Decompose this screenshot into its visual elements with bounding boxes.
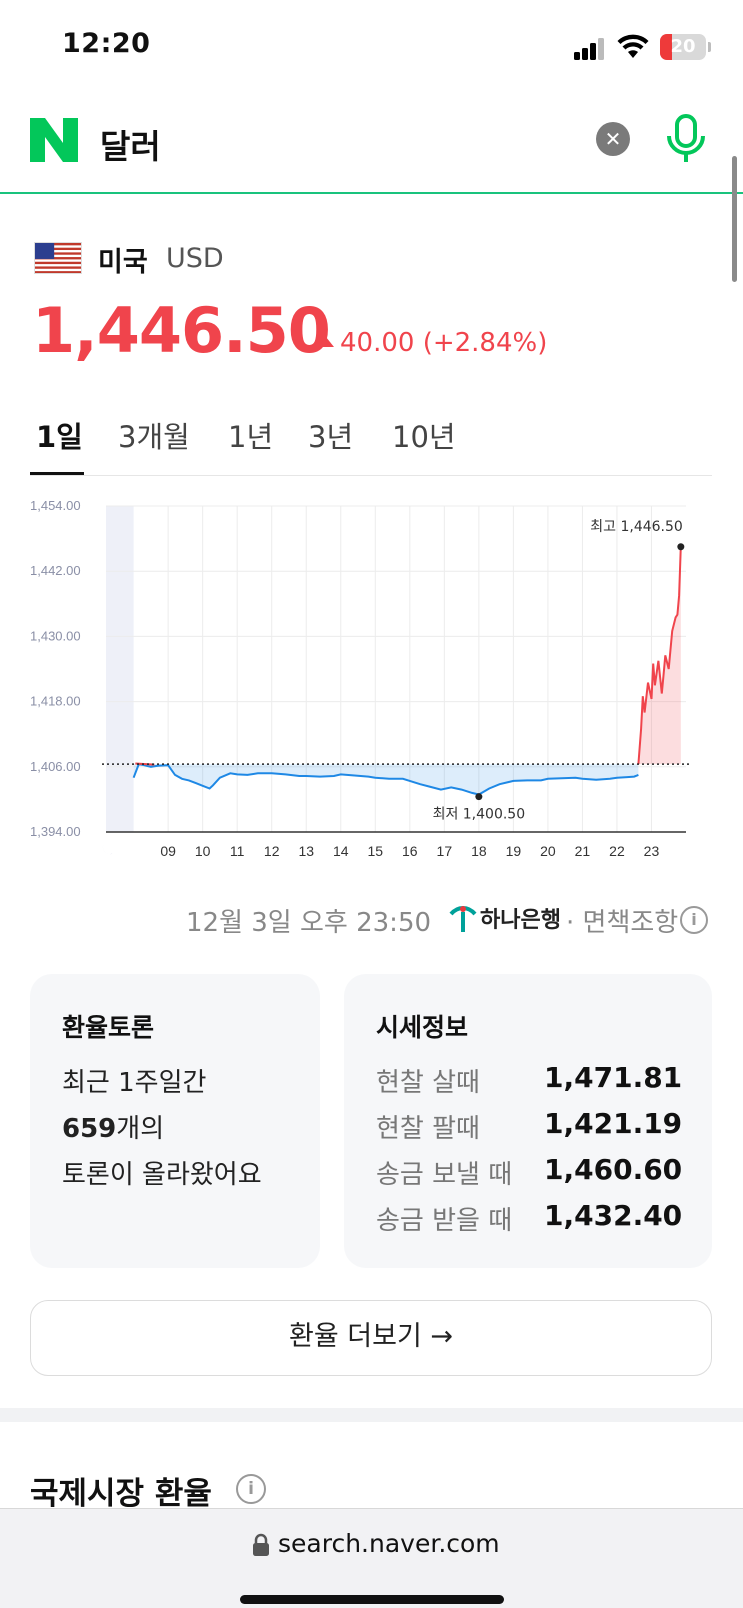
info-icon[interactable]: i: [680, 906, 708, 934]
battery-icon: 20: [660, 34, 706, 60]
status-time: 12:20: [62, 28, 151, 59]
forum-card[interactable]: 환율토론 최근 1주일간 659개의 토론이 올라왔어요: [30, 974, 320, 1268]
y-tick-label: 1,418.00: [30, 694, 81, 709]
quote-info-card: 시세정보 현찰 살때 1,471.81 현찰 팔때 1,421.19 송금 보낼…: [344, 974, 712, 1268]
x-tick-label: 23: [644, 843, 660, 859]
us-flag-icon: [34, 242, 82, 274]
lock-icon: [253, 1533, 269, 1556]
high-point: [677, 543, 685, 551]
chart-svg: 1,454.00 1,442.00 1,430.00 1,418.00 1,406.00…: [30, 498, 690, 859]
night-band: [106, 506, 134, 832]
x-tick-label: 09: [160, 843, 176, 859]
currency-code: USD: [166, 243, 224, 274]
x-tick-label: 22: [609, 843, 625, 859]
up-arrow-icon: [318, 337, 334, 347]
x-tick-label: 16: [402, 843, 418, 859]
rate-change: 40.00 (+2.84%): [318, 328, 547, 358]
y-tick-label: 1,430.00: [30, 628, 81, 643]
x-tick-label: 17: [437, 843, 453, 859]
x-tick-label: 13: [298, 843, 314, 859]
x-tick-label: 10: [195, 843, 211, 859]
browser-address-bar[interactable]: search.naver.com: [0, 1508, 743, 1608]
cellular-signal-icon: [574, 38, 606, 60]
tab-3months[interactable]: 3개월: [118, 420, 190, 454]
home-indicator: [240, 1595, 504, 1604]
y-tick-label: 1,394.00: [30, 824, 81, 839]
country-name: 미국: [98, 247, 148, 278]
wifi-icon: [617, 34, 649, 58]
exchange-rate-chart[interactable]: 1,454.00 1,442.00 1,430.00 1,418.00 1,406.00…: [30, 498, 720, 890]
x-tick-label: 11: [230, 843, 245, 859]
as-of-timestamp: 12월 3일 오후 23:50: [186, 908, 432, 938]
disclaimer-link[interactable]: · 면책조항: [566, 908, 679, 938]
y-tick-label: 1,454.00: [30, 498, 81, 513]
cash-buy-value: 1,471.81: [544, 1061, 683, 1094]
remit-receive-label: 송금 받을 때: [376, 1206, 513, 1236]
section-info-icon[interactable]: i: [236, 1474, 266, 1504]
naver-logo-icon[interactable]: [30, 118, 78, 162]
status-bar: 12:20 20: [0, 0, 743, 92]
x-tick-label: 18: [471, 843, 487, 859]
x-tick-label: 20: [540, 843, 556, 859]
active-tab-indicator: [30, 472, 84, 475]
x-tick-label: 12: [264, 843, 280, 859]
y-tick-label: 1,442.00: [30, 563, 81, 578]
clear-search-button[interactable]: ✕: [596, 122, 630, 156]
microphone-icon[interactable]: [664, 114, 708, 166]
period-tabs: 1일 3개월 1년 3년 10년: [30, 404, 712, 476]
forum-line-3: 토론이 올라왔어요: [62, 1160, 262, 1190]
source-bank: 하나은행: [480, 908, 561, 933]
x-tick-label: 21: [575, 843, 591, 859]
tab-1day[interactable]: 1일: [36, 420, 83, 454]
low-label: 최저 1,400.50: [433, 807, 526, 823]
search-input[interactable]: 달러: [100, 127, 161, 166]
forum-count: 659: [62, 1114, 117, 1144]
high-label: 최고 1,446.50: [590, 519, 683, 535]
rate-change-value: 40.00 (+2.84%): [340, 328, 548, 358]
forum-line-1: 최근 1주일간: [62, 1068, 207, 1098]
series-area: [133, 764, 639, 795]
forum-count-suffix: 개의: [116, 1114, 165, 1144]
url-text[interactable]: search.naver.com: [278, 1529, 500, 1558]
scrollbar[interactable]: [732, 156, 737, 282]
y-tick-label: 1,406.00: [30, 759, 81, 774]
tab-10years[interactable]: 10년: [392, 420, 456, 454]
remit-receive-value: 1,432.40: [544, 1199, 683, 1232]
more-exchange-rates-button[interactable]: 환율 더보기 →: [30, 1300, 712, 1376]
tab-1year[interactable]: 1년: [228, 420, 274, 454]
moon-icon: [102, 842, 115, 855]
exchange-rate-value: 1,446.50: [32, 294, 331, 367]
tab-3years[interactable]: 3년: [308, 420, 354, 454]
series-line: [637, 546, 682, 765]
search-header: 달러 ✕: [0, 96, 743, 194]
remit-send-label: 송금 보낼 때: [376, 1160, 513, 1190]
section-divider: [0, 1408, 743, 1422]
x-tick-label: 14: [333, 843, 349, 859]
cash-buy-label: 현찰 살때: [376, 1068, 480, 1098]
hana-bank-logo-icon: [449, 906, 477, 932]
international-market-title: 국제시장 환율: [30, 1476, 212, 1512]
quote-card-title: 시세정보: [376, 1013, 469, 1042]
x-tick-label: 15: [367, 843, 383, 859]
battery-level: 20: [670, 36, 696, 57]
forum-card-title: 환율토론: [62, 1013, 155, 1042]
series-line: [132, 762, 639, 796]
forum-line-2: 659개의: [62, 1108, 164, 1145]
series-area: [638, 546, 681, 765]
x-tick-label: 19: [506, 843, 522, 859]
low-point: [475, 793, 483, 801]
remit-send-value: 1,460.60: [544, 1153, 683, 1186]
cash-sell-value: 1,421.19: [544, 1107, 683, 1140]
cash-sell-label: 현찰 팔때: [376, 1114, 480, 1144]
